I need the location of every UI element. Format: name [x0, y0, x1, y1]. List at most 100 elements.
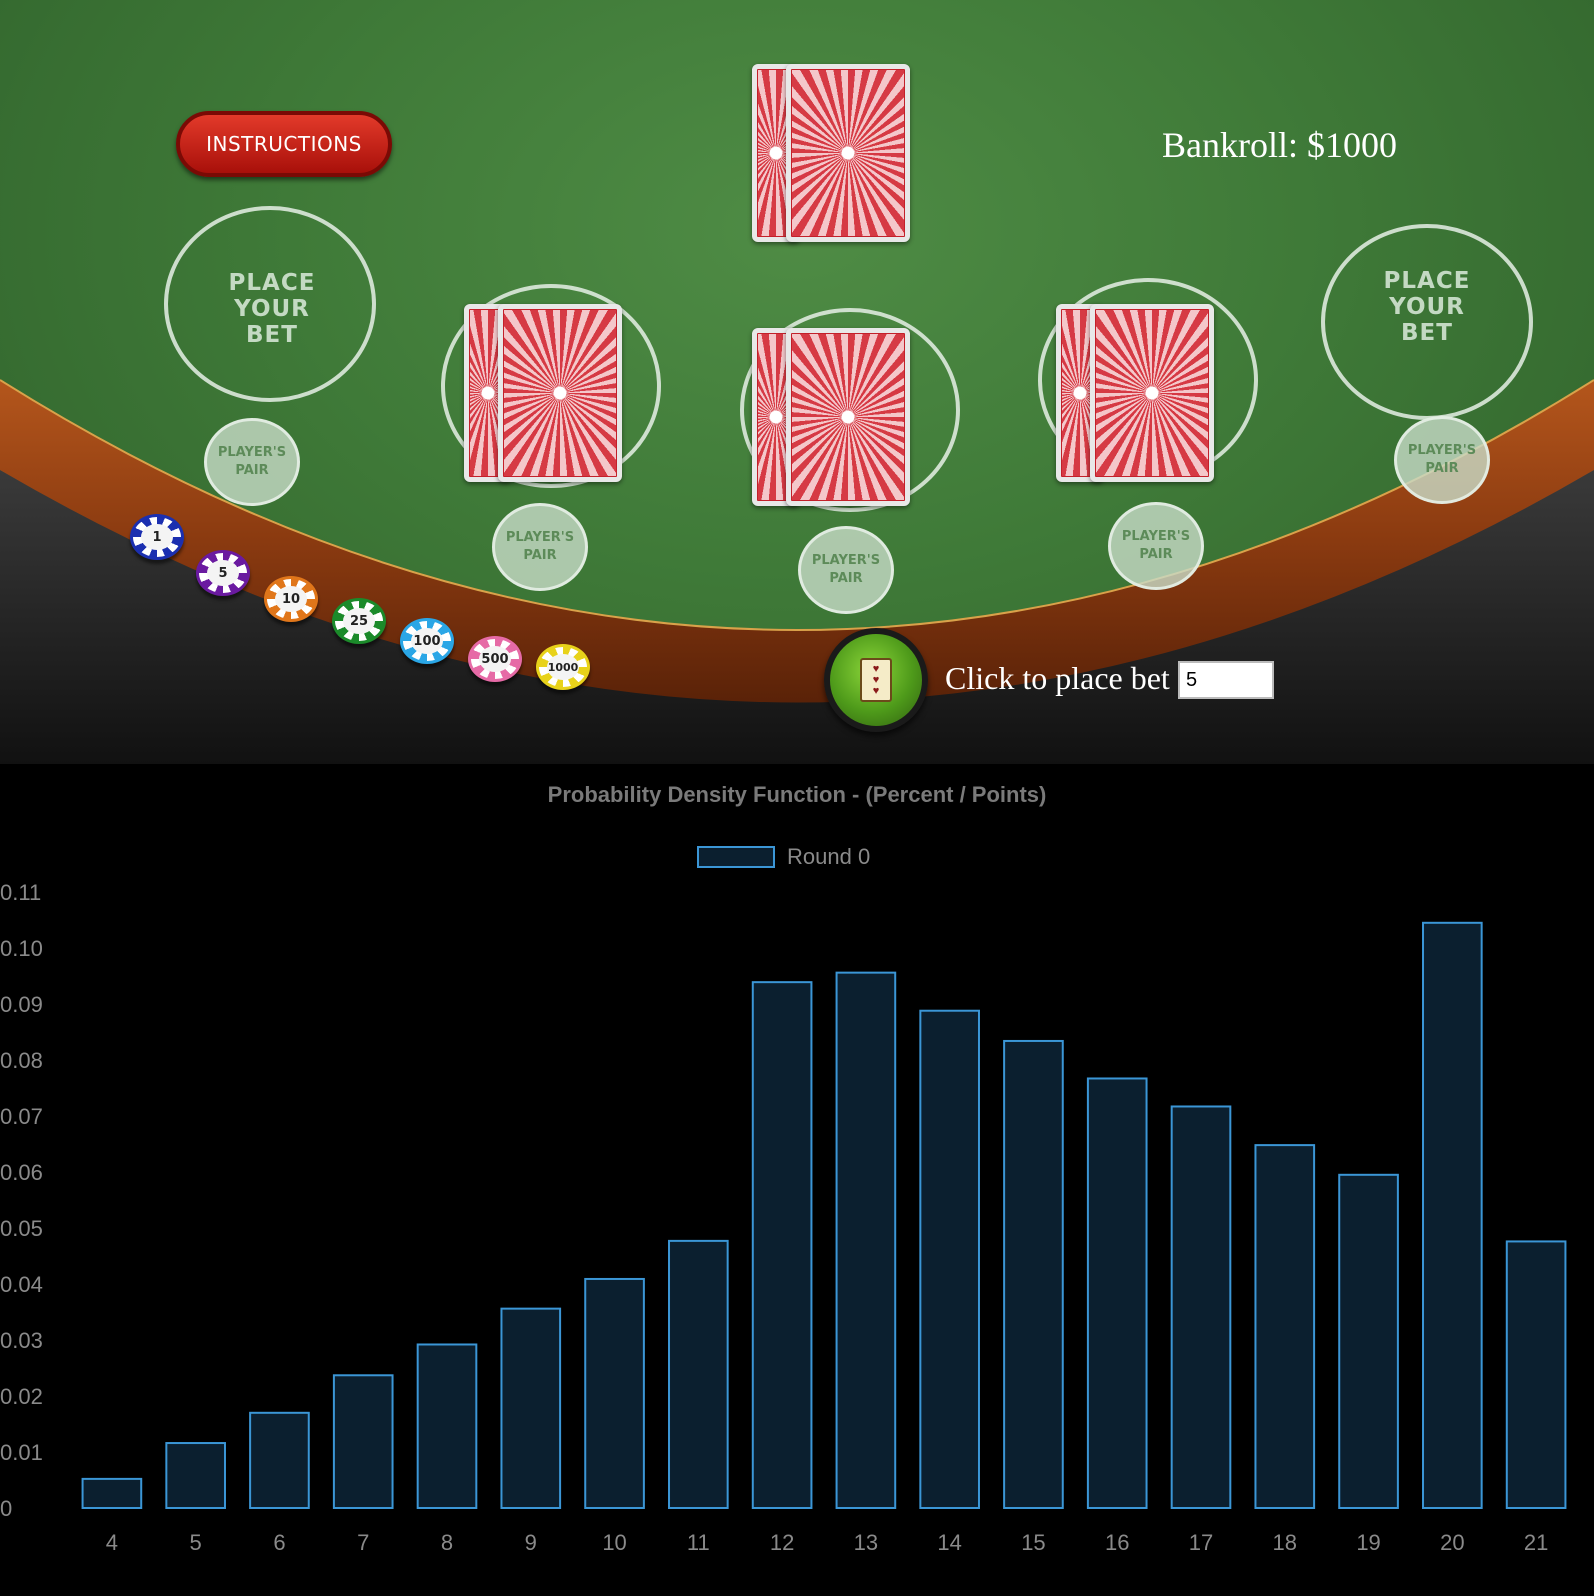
y-tick-label: 0.07	[0, 1104, 43, 1129]
players-pair-spot-2[interactable]: PLAYER'S PAIR	[492, 503, 588, 591]
bar-13[interactable]	[835, 971, 897, 1509]
y-tick-label: 0.01	[0, 1440, 43, 1465]
bet-amount-input[interactable]	[1178, 661, 1274, 699]
y-tick-label: 0.11	[0, 880, 41, 905]
players-pair-spot-1[interactable]: PLAYER'S PAIR	[204, 418, 300, 506]
player-hand-1	[464, 304, 622, 482]
y-tick-label: 0.06	[0, 1160, 43, 1185]
bar-21[interactable]	[1505, 1240, 1567, 1509]
players-pair-label: PAIR	[235, 463, 269, 478]
x-tick-label: 9	[525, 1530, 537, 1555]
bar-6[interactable]	[249, 1411, 310, 1509]
player-hand-3	[1056, 304, 1214, 482]
x-tick-label: 10	[602, 1530, 626, 1555]
chip-1[interactable]: 1	[130, 514, 184, 560]
card-back	[1090, 304, 1214, 482]
bar-7[interactable]	[332, 1374, 394, 1510]
place-bet-right[interactable]: PLACE YOUR BET	[1367, 268, 1487, 346]
chip-5[interactable]: 5	[196, 550, 250, 596]
chip-value: 1000	[547, 654, 579, 680]
chip-value: 10	[275, 586, 307, 612]
players-pair-label: PAIR	[1139, 547, 1173, 562]
players-pair-label: PLAYER'S	[811, 553, 881, 568]
y-tick-label: 0.10	[0, 936, 43, 961]
players-pair-label: PLAYER'S	[1121, 529, 1191, 544]
players-pair-label: PAIR	[1425, 461, 1459, 476]
blackjack-table: INSTRUCTIONS Bankroll: $1000 PLACE YOUR …	[0, 0, 1594, 764]
chip-value: 5	[207, 560, 239, 586]
chip-1000[interactable]: 1000	[536, 644, 590, 690]
x-tick-label: 20	[1440, 1530, 1464, 1555]
x-tick-label: 6	[273, 1530, 285, 1555]
x-tick-label: 8	[441, 1530, 453, 1555]
bar-14[interactable]	[919, 1009, 980, 1509]
y-tick-label: 0.09	[0, 992, 43, 1017]
x-tick-label: 14	[937, 1530, 961, 1555]
players-pair-label: PLAYER'S	[1407, 443, 1477, 458]
chart-legend[interactable]: Round 0	[697, 844, 870, 870]
y-tick-label: 0.04	[0, 1272, 43, 1297]
bar-18[interactable]	[1254, 1144, 1316, 1509]
y-tick-label: 0	[0, 1496, 12, 1521]
y-tick-label: 0.02	[0, 1384, 43, 1409]
deal-button[interactable]: ♥ ♥ ♥	[824, 628, 928, 732]
legend-label: Round 0	[787, 844, 871, 869]
x-tick-label: 7	[357, 1530, 369, 1555]
x-tick-label: 15	[1021, 1530, 1045, 1555]
card-back	[786, 64, 910, 242]
player-hand-2	[752, 328, 910, 506]
chip-value: 1	[141, 524, 173, 550]
dealer-hand	[752, 64, 910, 242]
bar-12[interactable]	[751, 981, 813, 1510]
bar-20[interactable]	[1422, 921, 1483, 1510]
x-tick-label: 19	[1356, 1530, 1380, 1555]
x-tick-label: 13	[854, 1530, 878, 1555]
legend-swatch	[697, 846, 775, 868]
y-tick-label: 0.05	[0, 1216, 43, 1241]
chip-value: 100	[411, 628, 443, 654]
place-bet-right-line3: BET	[1401, 320, 1453, 346]
players-pair-spot-5[interactable]: PLAYER'S PAIR	[1394, 416, 1490, 504]
place-bet-left[interactable]: PLACE YOUR BET	[212, 270, 332, 348]
bar-8[interactable]	[416, 1343, 478, 1509]
place-bet-left-line2: YOUR	[234, 296, 310, 322]
chip-25[interactable]: 25	[332, 598, 386, 644]
place-bet-left-line1: PLACE	[228, 270, 316, 296]
place-bet-right-line1: PLACE	[1383, 268, 1471, 294]
card-deal-icon: ♥ ♥ ♥	[860, 658, 892, 702]
x-tick-label: 12	[770, 1530, 794, 1555]
card-back	[786, 328, 910, 506]
players-pair-spot-4[interactable]: PLAYER'S PAIR	[1108, 502, 1204, 590]
bet-prompt: Click to place bet	[945, 660, 1170, 696]
chip-10[interactable]: 10	[264, 576, 318, 622]
card-back	[498, 304, 622, 482]
chip-500[interactable]: 500	[468, 636, 522, 682]
x-tick-label: 18	[1273, 1530, 1297, 1555]
x-tick-label: 4	[106, 1530, 118, 1555]
x-tick-label: 21	[1524, 1530, 1548, 1555]
bar-15[interactable]	[1003, 1039, 1064, 1509]
y-tick-label: 0.08	[0, 1048, 43, 1073]
instructions-button[interactable]: INSTRUCTIONS	[176, 111, 392, 177]
x-tick-label: 16	[1105, 1530, 1129, 1555]
chart-plot: 0 0.01 0.02 0.03 0.04 0.05 0.06 0.07 0.08 0.09 0.1…	[0, 880, 1567, 1555]
x-tick-label: 5	[190, 1530, 202, 1555]
bar-17[interactable]	[1170, 1105, 1232, 1509]
chip-100[interactable]: 100	[400, 618, 454, 664]
bar-11[interactable]	[668, 1239, 729, 1509]
bar-5[interactable]	[165, 1442, 226, 1509]
players-pair-spot-3[interactable]: PLAYER'S PAIR	[798, 526, 894, 614]
players-pair-label: PLAYER'S	[217, 445, 287, 460]
bar-4[interactable]	[81, 1477, 143, 1510]
players-pair-label: PLAYER'S	[505, 530, 575, 545]
y-tick-label: 0.03	[0, 1328, 43, 1353]
bar-9[interactable]	[500, 1307, 562, 1510]
players-pair-label: PAIR	[523, 548, 557, 563]
bar-19[interactable]	[1338, 1173, 1399, 1509]
bar-16[interactable]	[1086, 1077, 1148, 1509]
place-bet-right-line2: YOUR	[1389, 294, 1465, 320]
chip-value: 500	[479, 646, 511, 672]
bar-10[interactable]	[584, 1277, 645, 1510]
chip-value: 25	[343, 608, 375, 634]
chart-title: Probability Density Function - (Percent …	[547, 782, 1047, 807]
